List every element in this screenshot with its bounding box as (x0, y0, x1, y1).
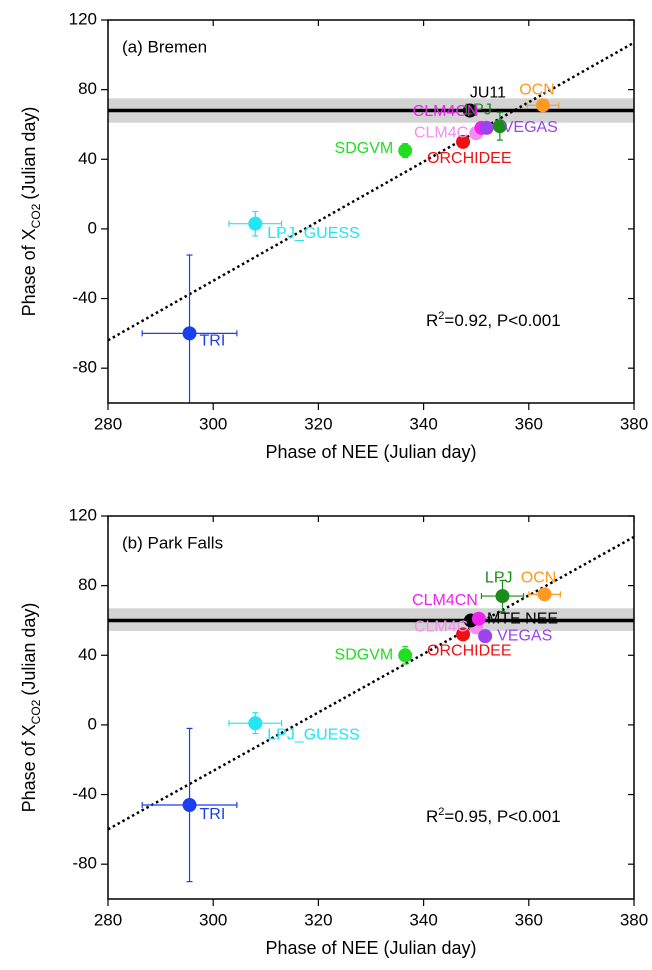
x-tick-label: 360 (515, 414, 543, 433)
point (492, 119, 507, 134)
x-tick-label: 360 (515, 910, 543, 929)
x-tick-label: 280 (94, 910, 122, 929)
point (478, 629, 493, 644)
x-tick-label: 380 (620, 910, 648, 929)
point-label: ORCHIDEE (427, 150, 511, 167)
y-tick-label: 40 (78, 149, 97, 168)
x-tick-label: 300 (199, 414, 227, 433)
y-label-sub: CO2 (29, 203, 43, 228)
point (398, 648, 413, 663)
x-axis-label: Phase of NEE (Julian day) (265, 442, 476, 462)
x-tick-label: 340 (409, 910, 437, 929)
annotation: R2=0.92, P<0.001 (426, 310, 561, 331)
point-label: LPJ (485, 569, 513, 586)
x-tick-label: 280 (94, 414, 122, 433)
point-label: CLM4CN (412, 592, 478, 609)
annotation: R2=0.95, P<0.001 (426, 806, 561, 827)
point (248, 216, 263, 231)
point (248, 716, 263, 731)
y-tick-label: 0 (88, 714, 97, 733)
point-label: SDGVM (335, 646, 394, 663)
annotation-text: =0.95, P<0.001 (444, 807, 560, 826)
point-label: VEGAS (503, 119, 558, 136)
fit-line (108, 41, 634, 342)
annotation-sup: 2 (438, 806, 444, 818)
y-tick-label: -80 (72, 854, 97, 873)
y-label-main: Phase of X (19, 724, 39, 812)
y-tick-label: 40 (78, 645, 97, 664)
point-label: ORCHIDEE (427, 643, 511, 660)
annotation-sup: 2 (438, 310, 444, 322)
y-tick-label: -40 (72, 784, 97, 803)
point-label: LPJ (464, 101, 492, 118)
panel-label: (a) Bremen (122, 37, 207, 56)
point-label: VEGAS (497, 627, 552, 644)
plot-area (108, 41, 634, 403)
y-label-main: Phase of X (19, 228, 39, 316)
y-axis-label: Phase of XCO2 (Julian day) (19, 603, 43, 813)
y-tick-label: 120 (69, 9, 97, 28)
point (537, 587, 552, 602)
point-label: CLM4C (414, 619, 468, 636)
annotation-r: R (426, 311, 438, 330)
y-tick-label: -80 (72, 358, 97, 377)
y-tick-label: 80 (78, 79, 97, 98)
y-tick-label: 120 (69, 505, 97, 524)
annotation-r: R (426, 807, 438, 826)
point (398, 143, 413, 158)
point (182, 797, 197, 812)
annotation-text: =0.92, P<0.001 (444, 311, 560, 330)
fit-line (108, 535, 634, 831)
x-tick-label: 320 (304, 414, 332, 433)
plot-area (108, 535, 634, 883)
point-label: OCN (519, 82, 555, 99)
point (456, 627, 471, 642)
point-label: CLM4C (414, 124, 468, 141)
point (479, 120, 494, 135)
y-label-unit: (Julian day) (19, 603, 39, 696)
y-tick-label: -40 (72, 288, 97, 307)
point-label: LPJ_GUESS (267, 726, 359, 743)
y-label-sub: CO2 (29, 699, 43, 724)
panel-label: (b) Park Falls (122, 533, 223, 552)
point-label: TRI (200, 333, 226, 350)
point (182, 326, 197, 341)
axes-frame (107, 19, 635, 404)
x-tick-label: 340 (409, 414, 437, 433)
point-label: LPJ_GUESS (267, 225, 359, 242)
axes-frame (107, 515, 635, 900)
point-label: CLM4CN (413, 103, 479, 120)
point (471, 611, 486, 626)
point-label: TRI (200, 806, 226, 823)
x-axis-label: Phase of NEE (Julian day) (265, 938, 476, 958)
point (456, 134, 471, 149)
point-label: JU11 (470, 85, 506, 102)
y-tick-label: 80 (78, 575, 97, 594)
y-label-unit: (Julian day) (19, 107, 39, 200)
point-label: SDGVM (335, 140, 394, 157)
x-tick-label: 300 (199, 910, 227, 929)
x-tick-label: 380 (620, 414, 648, 433)
point-label: MTE NEE (487, 611, 558, 628)
point (536, 98, 551, 113)
point (495, 589, 510, 604)
point-label: OCN (521, 570, 557, 587)
y-tick-label: 0 (88, 218, 97, 237)
y-axis-label: Phase of XCO2 (Julian day) (19, 107, 43, 317)
x-tick-label: 320 (304, 910, 332, 929)
point (462, 103, 477, 118)
